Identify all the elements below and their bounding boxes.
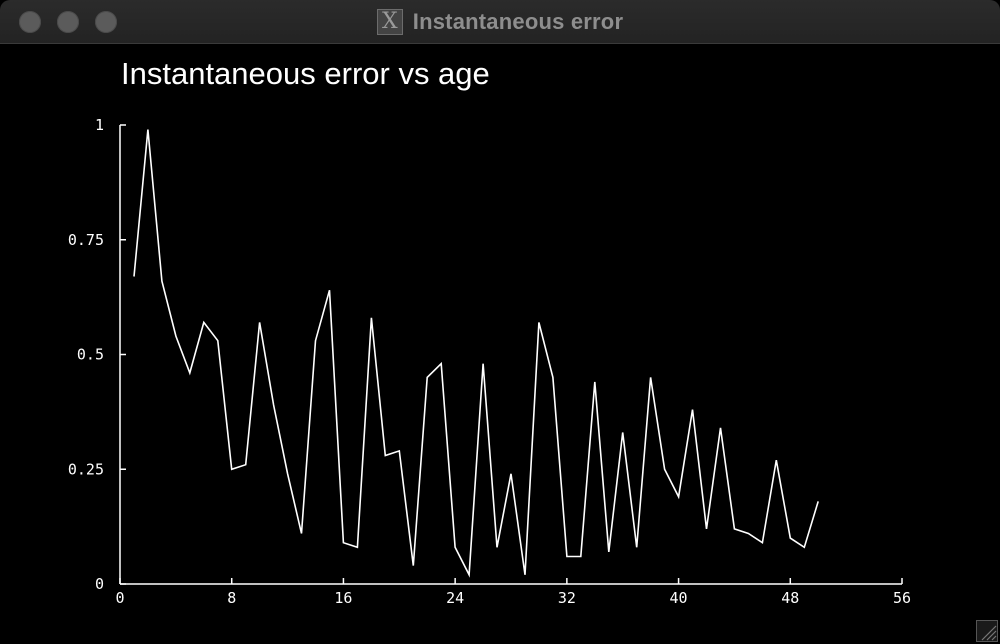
data-point: [746, 532, 750, 536]
x-tick-label: 16: [334, 589, 352, 607]
data-point: [300, 532, 304, 536]
y-tick-label: 0.5: [77, 346, 104, 364]
data-point: [579, 554, 583, 558]
data-point: [732, 527, 736, 531]
data-point: [174, 334, 178, 338]
x-tick-label: 24: [446, 589, 464, 607]
x-tick-label: 56: [893, 589, 911, 607]
data-point: [691, 408, 695, 412]
data-point: [160, 279, 164, 283]
data-point: [132, 274, 136, 278]
y-tick-label: 0.25: [68, 460, 104, 478]
data-point: [816, 499, 820, 503]
close-window-button[interactable]: [19, 11, 41, 33]
data-point: [272, 403, 276, 407]
error-series-line: [133, 129, 819, 578]
data-point: [411, 564, 415, 568]
data-point: [202, 320, 206, 324]
data-point: [327, 288, 331, 292]
data-point: [635, 545, 639, 549]
x-tick-label: 40: [670, 589, 688, 607]
x11-icon: X: [376, 9, 403, 35]
data-point: [537, 320, 541, 324]
data-point: [216, 339, 220, 343]
data-point: [397, 449, 401, 453]
data-point: [425, 375, 429, 379]
data-point: [593, 380, 597, 384]
data-point: [607, 550, 611, 554]
minimize-window-button[interactable]: [57, 11, 79, 33]
data-point: [649, 375, 653, 379]
data-point: [314, 339, 318, 343]
data-point: [383, 453, 387, 457]
x-tick-label: 8: [227, 589, 236, 607]
x-tick-label: 0: [115, 589, 124, 607]
error-vs-age-chart: Instantaneous error vs age 0 8 16 24 32 40 48 5…: [68, 56, 911, 607]
data-point: [774, 458, 778, 462]
data-point: [509, 472, 513, 476]
chart-title: Instantaneous error vs age: [121, 56, 490, 91]
data-point: [718, 426, 722, 430]
series-layer: [132, 128, 820, 578]
data-point: [146, 128, 150, 132]
data-point: [481, 362, 485, 366]
title-group: X Instantaneous error: [0, 0, 1000, 44]
resize-grip-icon[interactable]: [976, 620, 998, 642]
data-point: [439, 362, 443, 366]
y-tick-label: 0.75: [68, 231, 104, 249]
data-point: [453, 545, 457, 549]
x-tick-label: 32: [558, 589, 576, 607]
data-point: [188, 371, 192, 375]
data-point: [258, 320, 262, 324]
data-point: [677, 495, 681, 499]
data-point: [551, 375, 555, 379]
data-point: [788, 536, 792, 540]
y-tick-label: 1: [95, 116, 104, 134]
data-point: [369, 316, 373, 320]
data-point: [802, 545, 806, 549]
window-title: Instantaneous error: [412, 9, 624, 34]
y-tick-label: 0: [95, 575, 104, 593]
x-tick-label: 48: [781, 589, 799, 607]
data-point: [523, 573, 527, 577]
data-point: [341, 541, 345, 545]
zoom-window-button[interactable]: [95, 11, 117, 33]
data-point: [663, 467, 667, 471]
data-point: [495, 545, 499, 549]
axes: 0 8 16 24 32 40 48 56 0 0.25 0.5 0.75 1: [68, 116, 911, 607]
data-point: [705, 527, 709, 531]
data-point: [565, 554, 569, 558]
data-point: [760, 541, 764, 545]
data-point: [286, 472, 290, 476]
data-point: [467, 573, 471, 577]
data-point: [244, 463, 248, 467]
data-point: [230, 467, 234, 471]
data-point: [621, 431, 625, 435]
data-point: [355, 545, 359, 549]
title-bar[interactable]: X Instantaneous error: [0, 0, 1000, 44]
